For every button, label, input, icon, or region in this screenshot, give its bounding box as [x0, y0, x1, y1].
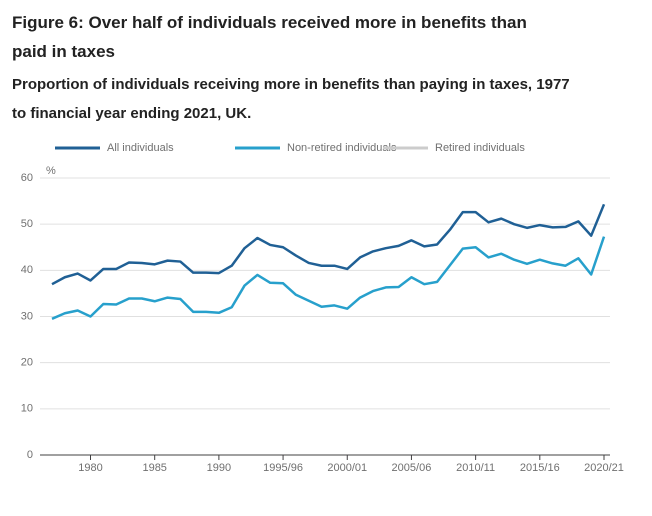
y-tick-label: 10: [21, 403, 33, 415]
x-tick-label: 1990: [207, 462, 231, 474]
chart-title: Figure 6: Over half of individuals recei…: [12, 13, 527, 61]
y-tick-label: 50: [21, 218, 33, 230]
data-line: [51, 236, 606, 320]
y-unit: %: [46, 165, 56, 177]
x-tick-label: 1980: [78, 462, 102, 474]
legend-label: Retired individuals: [435, 142, 525, 154]
y-tick-label: 40: [21, 264, 33, 276]
x-tick-label: 2015/16: [520, 462, 560, 474]
y-tick-label: 20: [21, 357, 33, 369]
y-tick-label: 0: [27, 449, 33, 461]
x-tick-label: 2005/06: [392, 462, 432, 474]
x-tick-label: 2000/01: [327, 462, 367, 474]
x-tick-label: 2020/21: [584, 462, 624, 474]
y-tick-label: 30: [21, 310, 33, 322]
x-tick-label: 1985: [142, 462, 166, 474]
chart-subtitle: Proportion of individuals receiving more…: [12, 76, 570, 122]
x-tick-label: 1995/96: [263, 462, 303, 474]
data-line: [51, 203, 606, 286]
legend-label: Non-retired individuals: [287, 142, 397, 154]
y-tick-label: 60: [21, 172, 33, 184]
x-tick-label: 2010/11: [456, 462, 495, 474]
legend-label: All individuals: [107, 142, 174, 154]
